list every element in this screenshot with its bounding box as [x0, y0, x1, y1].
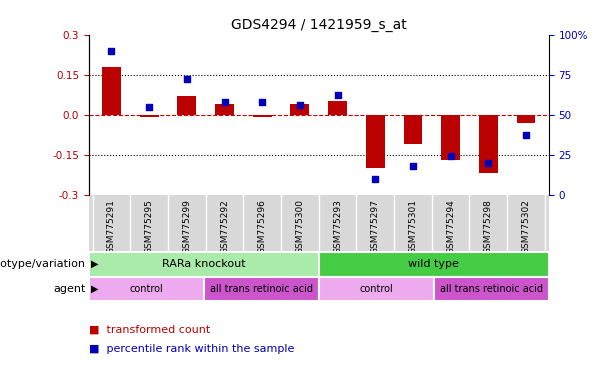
Text: ■  transformed count: ■ transformed count: [89, 324, 210, 334]
Point: [107, 48, 116, 54]
Bar: [102, 66, 121, 115]
Text: all trans retinoic acid: all trans retinoic acid: [210, 284, 313, 294]
Bar: [89, 276, 204, 301]
Title: GDS4294 / 1421959_s_at: GDS4294 / 1421959_s_at: [231, 18, 406, 32]
Bar: [140, 115, 159, 117]
Bar: [177, 96, 196, 115]
Bar: [253, 115, 272, 117]
Point: [521, 132, 531, 139]
Bar: [517, 115, 535, 122]
Bar: [441, 115, 460, 160]
Text: all trans retinoic acid: all trans retinoic acid: [440, 284, 543, 294]
Text: control: control: [359, 284, 393, 294]
Point: [219, 99, 229, 105]
Bar: [204, 276, 319, 301]
Text: control: control: [129, 284, 163, 294]
Text: GSM775299: GSM775299: [182, 199, 191, 254]
Point: [257, 99, 267, 105]
Text: ■  percentile rank within the sample: ■ percentile rank within the sample: [89, 344, 294, 354]
Bar: [89, 252, 319, 276]
Text: GSM775295: GSM775295: [145, 199, 154, 254]
Text: ▶: ▶: [91, 259, 98, 269]
Bar: [366, 115, 385, 168]
Bar: [215, 104, 234, 115]
Point: [144, 104, 154, 110]
Bar: [328, 101, 347, 115]
Text: GSM775298: GSM775298: [484, 199, 493, 254]
Point: [484, 160, 493, 166]
Point: [333, 92, 343, 98]
Text: GSM775294: GSM775294: [446, 199, 455, 254]
Point: [408, 163, 418, 169]
Text: GSM775301: GSM775301: [408, 199, 417, 254]
Bar: [319, 252, 549, 276]
Text: agent: agent: [53, 284, 86, 294]
Text: GSM775293: GSM775293: [333, 199, 342, 254]
Text: GSM775300: GSM775300: [295, 199, 305, 254]
Point: [370, 175, 380, 182]
Text: RARa knockout: RARa knockout: [162, 259, 246, 269]
Text: GSM775292: GSM775292: [220, 199, 229, 254]
Bar: [479, 115, 498, 173]
Text: genotype/variation: genotype/variation: [0, 259, 86, 269]
Bar: [434, 276, 549, 301]
Point: [446, 153, 455, 159]
Point: [182, 76, 192, 83]
Text: GSM775296: GSM775296: [257, 199, 267, 254]
Text: wild type: wild type: [408, 259, 459, 269]
Bar: [291, 104, 310, 115]
Bar: [319, 276, 434, 301]
Text: GSM775291: GSM775291: [107, 199, 116, 254]
Text: GSM775297: GSM775297: [371, 199, 380, 254]
Text: GSM775302: GSM775302: [522, 199, 530, 254]
Text: ▶: ▶: [91, 284, 98, 294]
Point: [295, 102, 305, 108]
Bar: [403, 115, 422, 144]
